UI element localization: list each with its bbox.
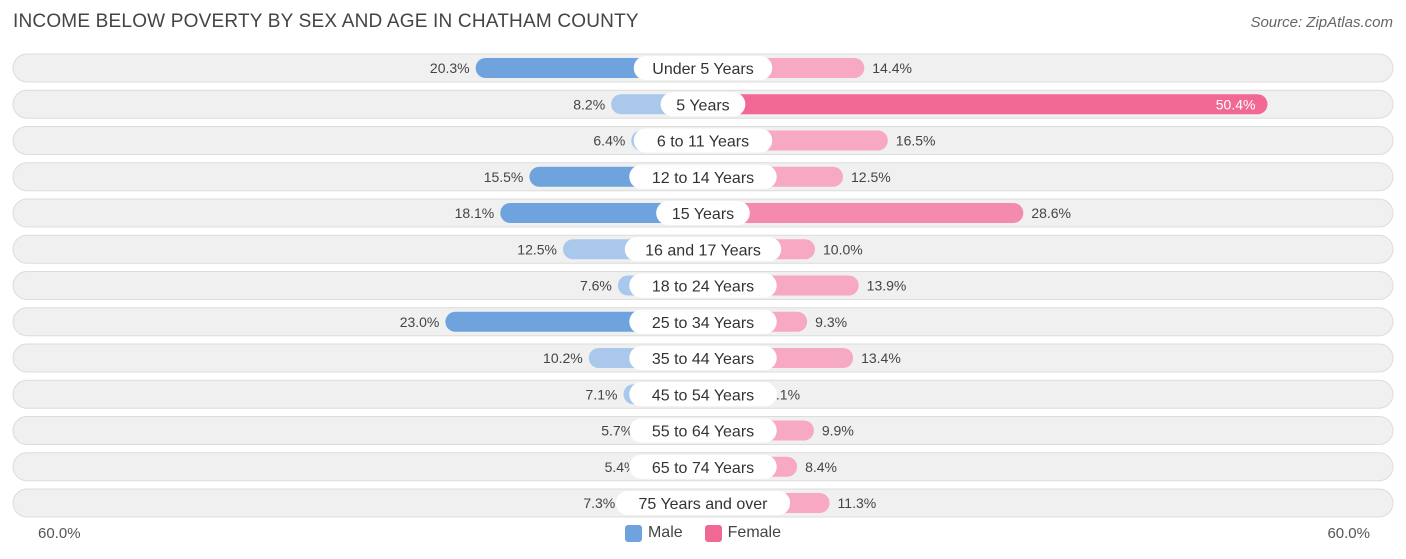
data-label-male: 7.1% xyxy=(586,386,618,402)
data-label-male: 10.2% xyxy=(543,350,583,366)
legend-item-male[interactable]: Male xyxy=(624,524,683,542)
data-label-female: 9.3% xyxy=(815,314,847,330)
category-pill xyxy=(656,201,750,225)
category-label: 15 Years xyxy=(672,206,734,223)
category-label: 18 to 24 Years xyxy=(652,279,754,296)
data-label-female: 28.6% xyxy=(1031,205,1071,221)
category-pill xyxy=(633,128,773,153)
data-label-male: 5.7% xyxy=(601,423,633,439)
category-pill xyxy=(629,309,777,334)
category-pill xyxy=(629,164,777,189)
chart-title: INCOME BELOW POVERTY BY SEX AND AGE IN C… xyxy=(13,11,639,32)
data-label-male: 23.0% xyxy=(400,314,440,330)
category-pill xyxy=(633,56,773,80)
diverging-bar-chart: 20.3% 14.4% Under 5 Years 8.2% 50.4% 5 Years 6… xyxy=(12,53,1394,518)
legend-item-female[interactable]: Female xyxy=(704,524,782,542)
category-label: 35 to 44 Years xyxy=(652,351,754,368)
category-label: 75 Years and over xyxy=(639,496,769,513)
data-label-female: 50.4% xyxy=(1216,96,1256,112)
category-label: 5 Years xyxy=(676,97,729,114)
category-pill xyxy=(629,346,777,370)
data-label-female: 5.1% xyxy=(768,386,800,402)
legend-swatch-female xyxy=(704,524,722,542)
category-label: 6 to 11 Years xyxy=(657,134,749,151)
data-label-female: 12.5% xyxy=(851,169,891,185)
category-label: 16 and 17 Years xyxy=(645,242,761,259)
category-label: 45 to 54 Years xyxy=(652,387,754,404)
data-label-male: 7.6% xyxy=(580,278,612,294)
data-label-female: 9.9% xyxy=(822,423,854,439)
data-label-female: 16.5% xyxy=(896,133,936,149)
category-label: 25 to 34 Years xyxy=(652,315,754,332)
category-pill xyxy=(615,491,791,515)
data-label-male: 18.1% xyxy=(455,205,495,221)
category-pill xyxy=(660,92,746,117)
data-label-male: 15.5% xyxy=(484,169,524,185)
data-label-female: 13.4% xyxy=(861,350,901,366)
category-pill xyxy=(629,418,777,443)
data-label-male: 7.3% xyxy=(583,495,615,511)
category-pill xyxy=(629,273,777,298)
data-label-female: 8.4% xyxy=(805,459,837,475)
bar-female xyxy=(703,94,1268,115)
category-label: 55 to 64 Years xyxy=(652,424,754,441)
category-label: Under 5 Years xyxy=(652,61,753,78)
legend-label-male: Male xyxy=(647,524,683,541)
axis-right-label: 60.0% xyxy=(1327,525,1370,542)
data-label-male: 12.5% xyxy=(517,241,557,257)
legend-swatch-male xyxy=(624,524,642,542)
data-label-male: 6.4% xyxy=(593,133,625,149)
bar-female xyxy=(703,203,1024,223)
data-label-male: 5.4% xyxy=(605,459,637,475)
category-label: 12 to 14 Years xyxy=(652,170,754,187)
data-label-male: 20.3% xyxy=(430,60,470,76)
data-label-female: 13.9% xyxy=(867,278,907,294)
category-pill xyxy=(629,454,777,479)
category-label: 65 to 74 Years xyxy=(652,460,754,477)
category-pill xyxy=(629,382,777,407)
legend: Male Female xyxy=(0,524,1406,542)
bar-male xyxy=(500,203,703,223)
source-credit: Source: ZipAtlas.com xyxy=(1250,14,1393,31)
data-label-female: 14.4% xyxy=(872,60,912,76)
legend-label-female: Female xyxy=(727,524,782,541)
data-label-female: 10.0% xyxy=(823,241,863,257)
data-label-female: 11.3% xyxy=(838,495,877,511)
axis-left-label: 60.0% xyxy=(38,525,81,542)
category-pill xyxy=(624,237,782,262)
data-label-male: 8.2% xyxy=(573,96,605,112)
